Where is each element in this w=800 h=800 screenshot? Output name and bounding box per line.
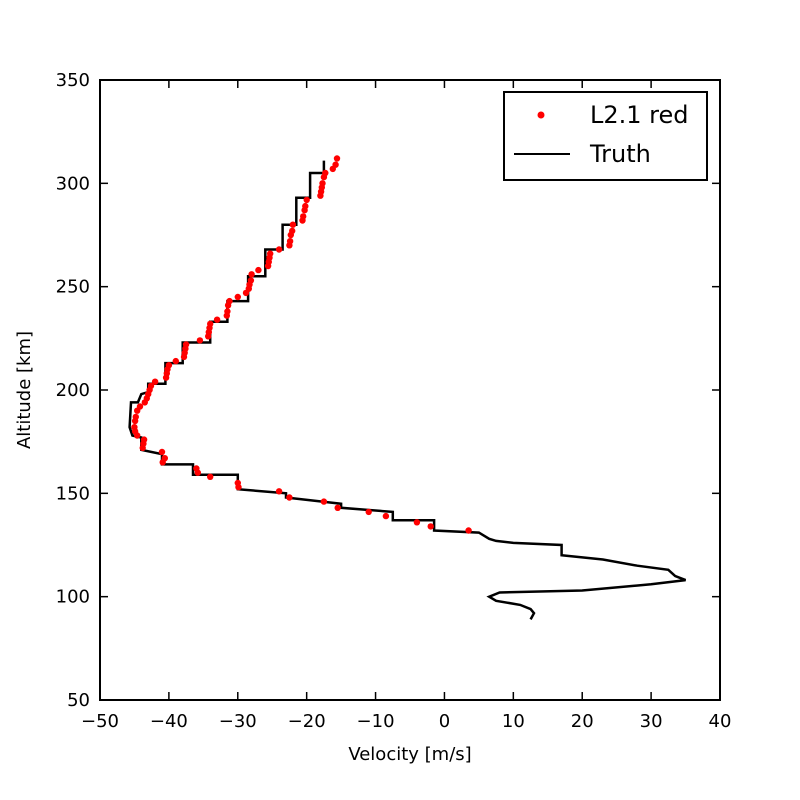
y-tick-label: 200: [56, 380, 90, 401]
series-l21-red-point: [329, 165, 336, 173]
y-tick-label: 100: [56, 587, 90, 608]
series-l21-red-point: [223, 312, 230, 319]
x-axis-label: Velocity [m/s]: [348, 744, 471, 765]
series-l21-red-point: [248, 271, 255, 278]
series-l21-red-point: [139, 444, 146, 452]
series-l21-red-point: [255, 266, 262, 274]
series-l21-red-point: [134, 432, 141, 439]
x-tick-label: 20: [571, 711, 594, 732]
series-l21-red-point: [382, 512, 390, 520]
series-l21-red-point: [134, 407, 141, 414]
y-tick-label: 150: [56, 483, 90, 504]
series-l21-red-point: [365, 508, 372, 516]
x-tick-label: 0: [439, 711, 450, 732]
series-l21-red-point: [234, 293, 241, 301]
x-tick-label: 40: [709, 711, 732, 732]
y-tick-label: 50: [67, 690, 90, 711]
legend-label-l21-red: L2.1 red: [590, 101, 689, 129]
y-tick-label: 350: [56, 70, 90, 91]
series-l21-red-point: [264, 262, 272, 270]
series-l21-red-point: [196, 337, 204, 344]
series-l21-red-point: [205, 333, 212, 340]
series-l21-red-point: [172, 357, 179, 365]
y-tick-label: 300: [56, 173, 90, 194]
series-l21-red-point: [141, 399, 148, 406]
x-tick-label: −40: [150, 711, 188, 732]
legend: L2.1 red Truth: [503, 91, 708, 181]
series-l21-red-point: [301, 207, 308, 214]
series-l21-red-point: [286, 494, 293, 501]
series-l21-red-point: [162, 374, 170, 381]
series-l21-red-point: [159, 459, 166, 466]
series-l21-red-point: [413, 519, 421, 526]
series-l21-red-point: [299, 217, 306, 224]
y-axis-label: Altitude [km]: [14, 331, 35, 449]
series-l21-red-point: [207, 473, 214, 480]
x-tick-label: −10: [357, 711, 395, 732]
series-l21-red-point: [158, 448, 166, 456]
series-l21-red-point: [317, 192, 324, 199]
series-l21-red-point: [180, 353, 188, 361]
x-tick-label: 30: [640, 711, 663, 732]
series-l21-red-point: [465, 527, 472, 534]
legend-box: [503, 91, 708, 181]
legend-marker-l21-red: [537, 111, 545, 119]
series-l21-red-point: [151, 378, 159, 385]
y-tick-label: 250: [56, 277, 90, 298]
series-l21-red-point: [320, 498, 328, 505]
series-l21-red-point: [289, 221, 297, 228]
plot-content: [128, 155, 687, 621]
series-l21-red-point: [286, 242, 293, 249]
series-l21-red-point: [303, 196, 310, 204]
x-tick-label: −20: [288, 711, 326, 732]
series-l21-red-point: [333, 155, 341, 162]
series-l21-red-point: [275, 488, 283, 495]
series-l21-red-point: [320, 173, 328, 181]
series-l21-red-point: [224, 302, 232, 309]
series-l21-red-point: [275, 246, 283, 253]
x-tick-label: −50: [81, 711, 119, 732]
x-tick-label: −30: [219, 711, 257, 732]
series-l21-red-point: [213, 316, 221, 323]
series-l21-red-point: [131, 417, 139, 425]
legend-label-truth: Truth: [589, 140, 651, 168]
series-l21-red-point: [235, 483, 242, 491]
series-l21-red-point: [242, 289, 250, 297]
series-l21-red-point: [194, 469, 201, 476]
series-l21-red-point: [287, 231, 294, 239]
x-tick-label: 10: [502, 711, 525, 732]
axis-ticks: −50 −40 −30 −20 −10 0 10 20 30 40 50 100 150 200 250 30…: [56, 70, 732, 732]
series-l21-red-point: [427, 523, 434, 530]
series-l21-red-point: [334, 504, 341, 511]
